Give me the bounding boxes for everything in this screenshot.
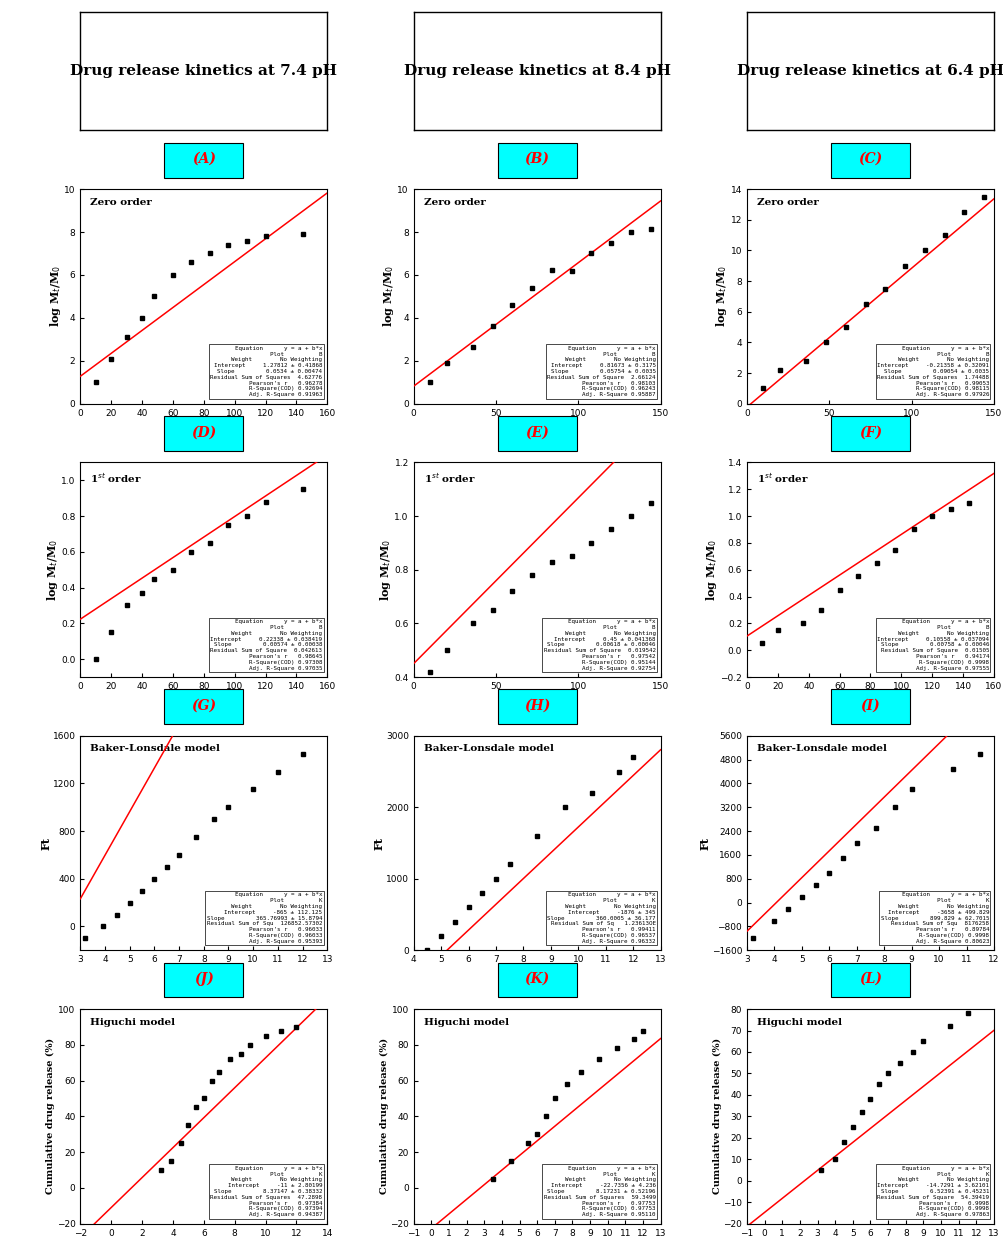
Y-axis label: log M$_t$/M$_0$: log M$_t$/M$_0$ <box>47 266 62 328</box>
Y-axis label: Cumulative drug release (%): Cumulative drug release (%) <box>46 1038 55 1194</box>
Y-axis label: log M$_t$/M$_0$: log M$_t$/M$_0$ <box>380 266 395 328</box>
Text: Equation      y = a + b*x
Plot          B
Weight        No Weighting
Intercept  : Equation y = a + b*x Plot B Weight No We… <box>877 619 988 671</box>
Text: (F): (F) <box>859 425 882 439</box>
Text: Higuchi model: Higuchi model <box>423 1017 509 1027</box>
Y-axis label: log M$_t$/M$_0$: log M$_t$/M$_0$ <box>45 539 59 601</box>
Text: 1$^{st}$ order: 1$^{st}$ order <box>423 471 474 485</box>
Y-axis label: log M$_t$/M$_0$: log M$_t$/M$_0$ <box>713 266 728 328</box>
Text: Zero order: Zero order <box>423 198 484 206</box>
FancyBboxPatch shape <box>830 417 909 451</box>
Text: Higuchi model: Higuchi model <box>756 1017 842 1027</box>
Text: 1$^{st}$ order: 1$^{st}$ order <box>90 471 141 485</box>
Text: (K): (K) <box>524 971 550 986</box>
X-axis label: Time (h): Time (h) <box>509 696 565 709</box>
Text: (J): (J) <box>194 971 214 986</box>
FancyBboxPatch shape <box>830 963 909 997</box>
FancyBboxPatch shape <box>164 690 243 724</box>
Text: Equation      y = a + b*x
Plot          B
Weight        No Weighting
Intercept  : Equation y = a + b*x Plot B Weight No We… <box>544 619 655 671</box>
Text: (C): (C) <box>858 152 882 166</box>
Text: 1$^{st}$ order: 1$^{st}$ order <box>756 471 807 485</box>
X-axis label: Time (h): Time (h) <box>176 423 232 436</box>
FancyBboxPatch shape <box>830 142 909 178</box>
Text: (G): (G) <box>191 698 216 713</box>
FancyBboxPatch shape <box>164 142 243 178</box>
Y-axis label: Cumulative drug release (%): Cumulative drug release (%) <box>712 1038 721 1194</box>
Y-axis label: Cumulative drug release (%): Cumulative drug release (%) <box>379 1038 388 1194</box>
Text: Equation      y = a + b*x
Plot          K
Weight        No Weighting
Intercept  : Equation y = a + b*x Plot K Weight No We… <box>207 892 322 944</box>
Text: (A): (A) <box>192 152 216 166</box>
Text: Baker-Lonsdale model: Baker-Lonsdale model <box>90 744 220 753</box>
Text: Equation      y = a + b*x
Plot          B
Weight        No Weighting
Intercept  : Equation y = a + b*x Plot B Weight No We… <box>547 346 655 397</box>
Text: Equation      y = a + b*x
Plot          K
Weight        No Weighting
Intercept  : Equation y = a + b*x Plot K Weight No We… <box>877 1166 988 1217</box>
Text: Baker-Lonsdale model: Baker-Lonsdale model <box>756 744 886 753</box>
Text: Equation      y = a + b*x
Plot          B
Weight        No Weighting
Intercept  : Equation y = a + b*x Plot B Weight No We… <box>877 346 988 397</box>
FancyBboxPatch shape <box>497 417 576 451</box>
X-axis label: Time (h): Time (h) <box>509 423 565 436</box>
X-axis label: Time (h): Time (h) <box>842 696 898 709</box>
Text: Zero order: Zero order <box>90 198 151 206</box>
X-axis label: Time (h): Time (h) <box>842 423 898 436</box>
X-axis label: (Time (h))$^{1/2}$: (Time (h))$^{1/2}$ <box>828 970 911 988</box>
Text: Equation      y = a + b*x
Plot          K
Weight        No Weighting
Intercept  : Equation y = a + b*x Plot K Weight No We… <box>544 1166 655 1217</box>
Text: Equation      y = a + b*x
Plot          K
Weight        No Weighting
Intercept  : Equation y = a + b*x Plot K Weight No We… <box>880 892 988 944</box>
FancyBboxPatch shape <box>830 690 909 724</box>
Text: (H): (H) <box>524 698 550 713</box>
X-axis label: Time (h): Time (h) <box>176 696 232 709</box>
Y-axis label: log M$_t$/M$_0$: log M$_t$/M$_0$ <box>378 539 392 601</box>
Text: Higuchi model: Higuchi model <box>90 1017 175 1027</box>
Text: Drug release kinetics at 7.4 pH: Drug release kinetics at 7.4 pH <box>70 64 337 78</box>
Text: Equation      y = a + b*x
Plot          B
Weight        No Weighting
Intercept  : Equation y = a + b*x Plot B Weight No We… <box>210 346 322 397</box>
Text: Equation      y = a + b*x
Plot          K
Weight        No Weighting
Intercept  : Equation y = a + b*x Plot K Weight No We… <box>210 1166 322 1217</box>
X-axis label: (Time (h))$^{1/2}$: (Time (h))$^{1/2}$ <box>162 970 245 988</box>
X-axis label: (Time (h))$^{1/2}$: (Time (h))$^{1/2}$ <box>495 970 578 988</box>
Text: (L): (L) <box>859 971 881 986</box>
FancyBboxPatch shape <box>164 417 243 451</box>
Text: (D): (D) <box>191 425 217 439</box>
Y-axis label: Ft: Ft <box>373 837 384 849</box>
Text: Zero order: Zero order <box>756 198 818 206</box>
Text: (E): (E) <box>525 425 549 439</box>
Y-axis label: log M$_t$/M$_0$: log M$_t$/M$_0$ <box>703 539 718 601</box>
FancyBboxPatch shape <box>497 963 576 997</box>
FancyBboxPatch shape <box>497 142 576 178</box>
FancyBboxPatch shape <box>164 963 243 997</box>
Text: Equation      y = a + b*x
Plot          K
Weight        No Weighting
Intercept  : Equation y = a + b*x Plot K Weight No We… <box>547 892 655 944</box>
Text: Drug release kinetics at 6.4 pH: Drug release kinetics at 6.4 pH <box>736 64 1003 78</box>
Text: Baker-Lonsdale model: Baker-Lonsdale model <box>423 744 553 753</box>
Y-axis label: Ft: Ft <box>698 837 709 849</box>
Text: Equation      y = a + b*x
Plot          B
Weight        No Weighting
Intercept  : Equation y = a + b*x Plot B Weight No We… <box>210 619 322 671</box>
Y-axis label: Ft: Ft <box>40 837 51 849</box>
Text: Drug release kinetics at 8.4 pH: Drug release kinetics at 8.4 pH <box>403 64 670 78</box>
Text: (B): (B) <box>525 152 549 166</box>
Text: (I): (I) <box>860 698 880 713</box>
FancyBboxPatch shape <box>497 690 576 724</box>
